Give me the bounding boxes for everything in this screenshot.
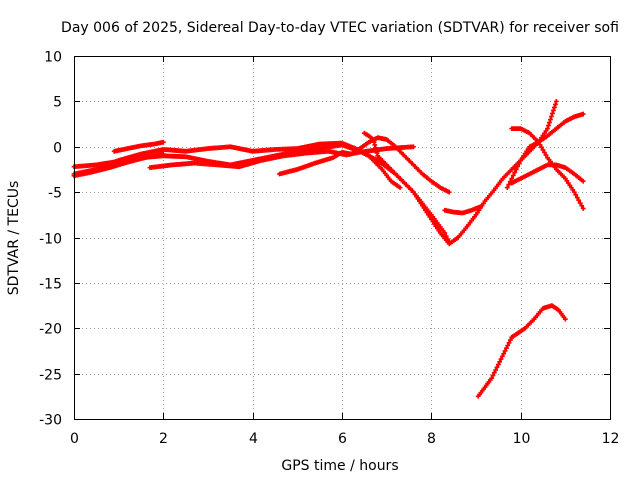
data-point	[548, 117, 553, 122]
data-point	[504, 185, 510, 190]
data-series-track-3	[71, 151, 166, 179]
data-point	[490, 373, 496, 378]
axis-ticks: 0 2 4 6 8 10 12 -30 -25 -20 -15 -10 -5 0 5 10	[39, 50, 619, 448]
data-point	[580, 111, 586, 117]
x-tick-label: 8	[427, 431, 436, 447]
data-point	[505, 343, 511, 348]
data-point	[507, 337, 513, 343]
data-point	[576, 197, 582, 203]
data-point	[506, 182, 512, 187]
data-point	[513, 167, 519, 172]
data-point	[562, 316, 568, 322]
data-point	[547, 120, 552, 125]
data-series-track-11	[509, 162, 586, 186]
data-series-track-5	[147, 144, 416, 171]
x-tick-label: 2	[159, 431, 168, 447]
data-series-track-4	[111, 139, 166, 154]
data-point	[503, 345, 509, 351]
data-point	[537, 142, 543, 148]
data-point	[411, 144, 416, 150]
data-point	[478, 204, 483, 210]
data-point	[498, 356, 504, 362]
data-point	[499, 353, 505, 359]
data-point	[540, 147, 546, 153]
data-point	[509, 176, 515, 181]
x-tick-label: 4	[249, 431, 258, 447]
grid-lines	[74, 56, 610, 419]
data-series-track-9	[504, 111, 586, 190]
x-tick-label: 0	[70, 431, 79, 447]
data-point	[493, 367, 499, 373]
data-point	[554, 98, 559, 104]
data-point	[495, 362, 501, 367]
data-point	[574, 195, 580, 200]
y-tick-label: 0	[53, 141, 62, 157]
data-point	[573, 192, 579, 198]
y-tick-label: -5	[48, 186, 62, 202]
data-point	[491, 370, 497, 376]
data-series-track-2	[71, 142, 452, 245]
data-point	[516, 160, 522, 166]
y-tick-label: -15	[39, 277, 62, 293]
y-tick-label: -30	[39, 413, 62, 429]
data-point	[510, 173, 516, 178]
data-point	[160, 151, 166, 157]
y-axis-label: SDTVAR / TECUs	[6, 181, 22, 296]
data-point	[549, 114, 554, 119]
data-point	[442, 230, 448, 236]
data-point	[539, 144, 544, 150]
data-series-track-12	[475, 303, 568, 399]
data-point	[552, 105, 557, 110]
x-axis-label: GPS time / hours	[281, 458, 398, 474]
data-point	[160, 139, 166, 145]
y-tick-label: 10	[44, 50, 62, 66]
data-series-track-10	[509, 126, 586, 211]
x-tick-label: 10	[513, 431, 531, 447]
data-point	[577, 200, 583, 206]
data-point	[497, 359, 503, 365]
data-point	[502, 348, 508, 354]
data-point	[551, 108, 556, 113]
data-point	[501, 351, 507, 357]
x-tick-label: 6	[338, 431, 347, 447]
data-point	[545, 126, 550, 131]
data-point	[515, 164, 521, 169]
y-tick-label: -25	[39, 368, 62, 384]
data-point	[542, 150, 547, 155]
data-point	[580, 206, 586, 211]
data-point	[494, 364, 500, 370]
data-point	[543, 152, 549, 158]
data-point	[489, 375, 495, 381]
data-markers	[71, 98, 586, 399]
data-point	[550, 111, 555, 116]
data-point	[580, 178, 586, 184]
data-point	[397, 185, 403, 190]
y-tick-label: -20	[39, 322, 62, 338]
data-point	[536, 139, 541, 145]
data-point	[579, 203, 585, 209]
x-tick-label: 12	[602, 431, 620, 447]
data-point	[571, 189, 577, 195]
data-point	[512, 170, 518, 175]
data-point	[553, 102, 558, 107]
data-point	[446, 189, 452, 195]
chart-title: Day 006 of 2025, Sidereal Day-to-day VTE…	[61, 20, 619, 36]
y-tick-label: 5	[53, 95, 62, 111]
y-tick-label: -10	[39, 232, 62, 248]
data-point	[546, 123, 551, 128]
data-point	[506, 340, 512, 346]
data-series-track-7	[361, 98, 559, 247]
data-series-track-8	[442, 204, 483, 216]
data-series-track-6	[277, 135, 452, 195]
